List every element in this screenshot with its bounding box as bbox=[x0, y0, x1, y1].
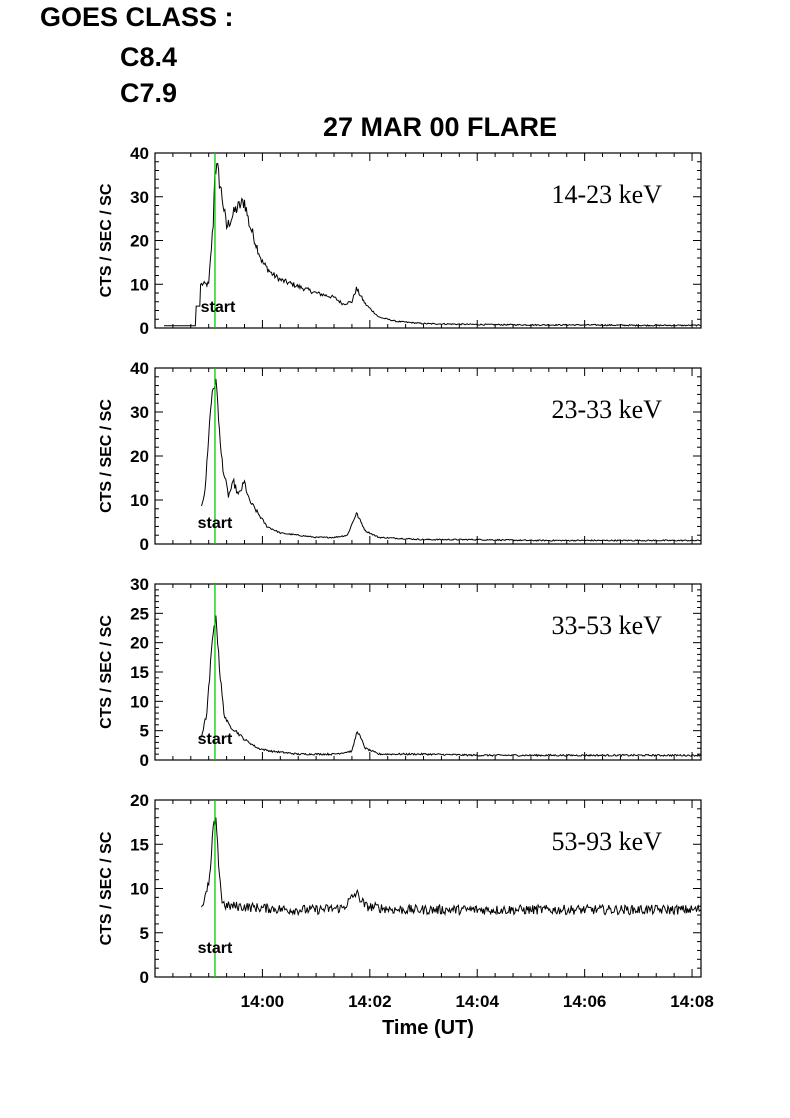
goes-class-value-1: C8.4 bbox=[120, 42, 178, 72]
lightcurve-trace bbox=[201, 615, 701, 758]
y-axis-label: CTS / SEC / SC bbox=[98, 615, 115, 729]
y-tick-label: 30 bbox=[130, 188, 149, 207]
y-tick-label: 20 bbox=[130, 447, 149, 466]
lightcurve-trace bbox=[201, 378, 702, 542]
x-tick-label: 14:08 bbox=[670, 992, 713, 1011]
y-tick-label: 15 bbox=[130, 835, 149, 854]
y-axis-label: CTS / SEC / SC bbox=[98, 399, 115, 513]
goes-class-label: GOES CLASS : bbox=[40, 2, 234, 32]
y-tick-label: 30 bbox=[130, 403, 149, 422]
start-label: start bbox=[198, 940, 233, 957]
x-tick-label: 14:06 bbox=[563, 992, 606, 1011]
plot-title: 27 MAR 00 FLARE bbox=[322, 112, 558, 142]
y-tick-label: 40 bbox=[130, 144, 149, 163]
y-tick-label: 0 bbox=[140, 535, 149, 554]
x-axis-label: Time (UT) bbox=[382, 1017, 474, 1039]
y-axis-label: CTS / SEC / SC bbox=[98, 183, 115, 297]
energy-band-label: 23-33 keV bbox=[552, 395, 663, 424]
y-tick-label: 15 bbox=[130, 663, 149, 682]
y-tick-label: 0 bbox=[140, 751, 149, 770]
energy-band-label: 53-93 keV bbox=[552, 827, 663, 856]
x-tick-label: 14:02 bbox=[348, 992, 391, 1011]
start-label: start bbox=[198, 515, 233, 532]
energy-band-label: 14-23 keV bbox=[552, 180, 663, 209]
lightcurve-trace bbox=[164, 162, 702, 327]
y-tick-label: 10 bbox=[130, 880, 149, 899]
y-tick-label: 30 bbox=[130, 575, 149, 594]
y-tick-label: 0 bbox=[140, 968, 149, 987]
start-label: start bbox=[198, 731, 233, 748]
y-tick-label: 10 bbox=[130, 692, 149, 711]
y-tick-label: 20 bbox=[130, 791, 149, 810]
y-tick-label: 5 bbox=[140, 722, 149, 741]
y-tick-label: 5 bbox=[140, 924, 149, 943]
y-tick-label: 25 bbox=[130, 604, 149, 623]
panel-3: 0 5 10 15 20 25 30 CTS / SEC / SC 33-53 keV start bbox=[98, 575, 702, 770]
y-tick-label: 10 bbox=[130, 275, 149, 294]
goes-class-value-2: C7.9 bbox=[120, 78, 178, 108]
y-tick-label: 20 bbox=[130, 232, 149, 251]
lightcurve-trace bbox=[201, 817, 702, 917]
y-axis-label: CTS / SEC / SC bbox=[98, 831, 115, 945]
x-tick-label: 14:04 bbox=[455, 992, 499, 1011]
panel-2: 0 10 20 30 40 CTS / SEC / SC 23-33 keV start bbox=[98, 359, 702, 554]
y-tick-label: 0 bbox=[140, 319, 149, 338]
panel-4: 0 5 10 15 20 CTS / SEC / SC 53-93 keV start bbox=[98, 791, 702, 987]
y-tick-label: 20 bbox=[130, 634, 149, 653]
y-tick-label: 40 bbox=[130, 359, 149, 378]
x-tick-label: 14:00 bbox=[241, 992, 284, 1011]
panel-1: 0 10 20 30 40 CTS / SEC / SC 14-23 keV start bbox=[98, 144, 702, 338]
energy-band-label: 33-53 keV bbox=[552, 611, 663, 640]
start-label: start bbox=[201, 299, 236, 316]
y-tick-label: 10 bbox=[130, 491, 149, 510]
